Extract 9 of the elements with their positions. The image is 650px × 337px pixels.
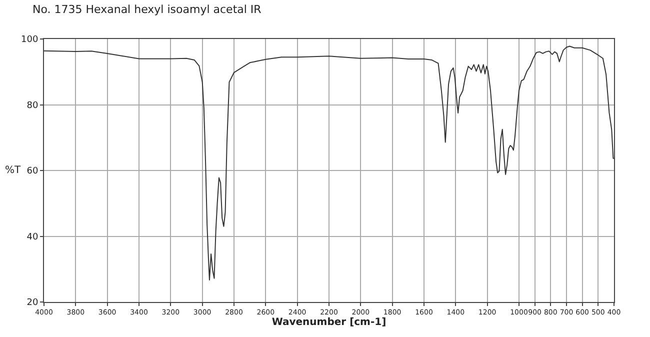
y-tick-label: 80 bbox=[26, 100, 38, 111]
x-axis-title: Wavenumber [cm-1] bbox=[272, 316, 386, 328]
y-tick-label: 40 bbox=[26, 232, 38, 242]
chart-title: No. 1735 Hexanal hexyl isoamyl acetal IR bbox=[32, 2, 262, 16]
y-tick-label: 60 bbox=[26, 166, 38, 177]
y-tick-label: 20 bbox=[26, 298, 38, 308]
line-series bbox=[44, 46, 614, 280]
y-axis-title: %T bbox=[5, 165, 22, 176]
y-tick-label: 100 bbox=[21, 35, 38, 46]
